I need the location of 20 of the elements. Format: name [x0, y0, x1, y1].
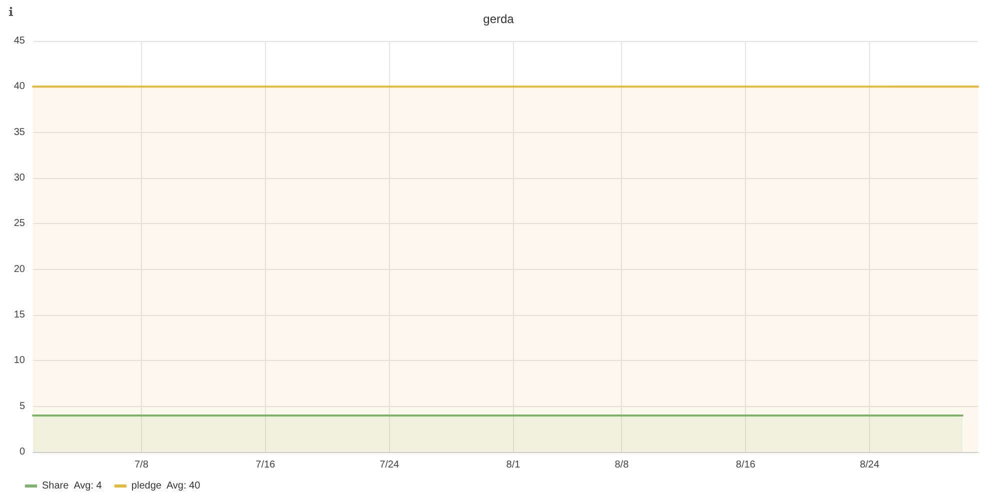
y-tick-label: 40	[14, 81, 26, 92]
y-tick-label: 10	[14, 355, 26, 366]
y-tick-label: 5	[19, 400, 26, 412]
x-tick-label: 7/24	[380, 460, 400, 470]
x-tick-label: 8/16	[736, 460, 756, 470]
y-tick-label: 20	[14, 264, 26, 275]
x-tick-label: 7/8	[134, 460, 149, 470]
x-tick-label: 8/8	[614, 460, 630, 470]
legend-label: pledge Avg: 40	[131, 480, 201, 492]
x-tick-label: 7/16	[256, 460, 276, 470]
legend-label: Share Avg: 4	[42, 480, 102, 492]
y-tick-label: 35	[14, 126, 26, 138]
x-tick-label: 8/24	[860, 460, 880, 470]
x-tick-label: 8/1	[506, 460, 521, 470]
y-tick-label: 30	[14, 172, 26, 184]
y-tick-label: 45	[14, 36, 26, 46]
y-tick-label: 25	[14, 218, 26, 230]
chart-title: gerda	[483, 12, 514, 26]
y-tick-label: 15	[14, 310, 26, 320]
y-tick-label: 0	[19, 446, 26, 458]
